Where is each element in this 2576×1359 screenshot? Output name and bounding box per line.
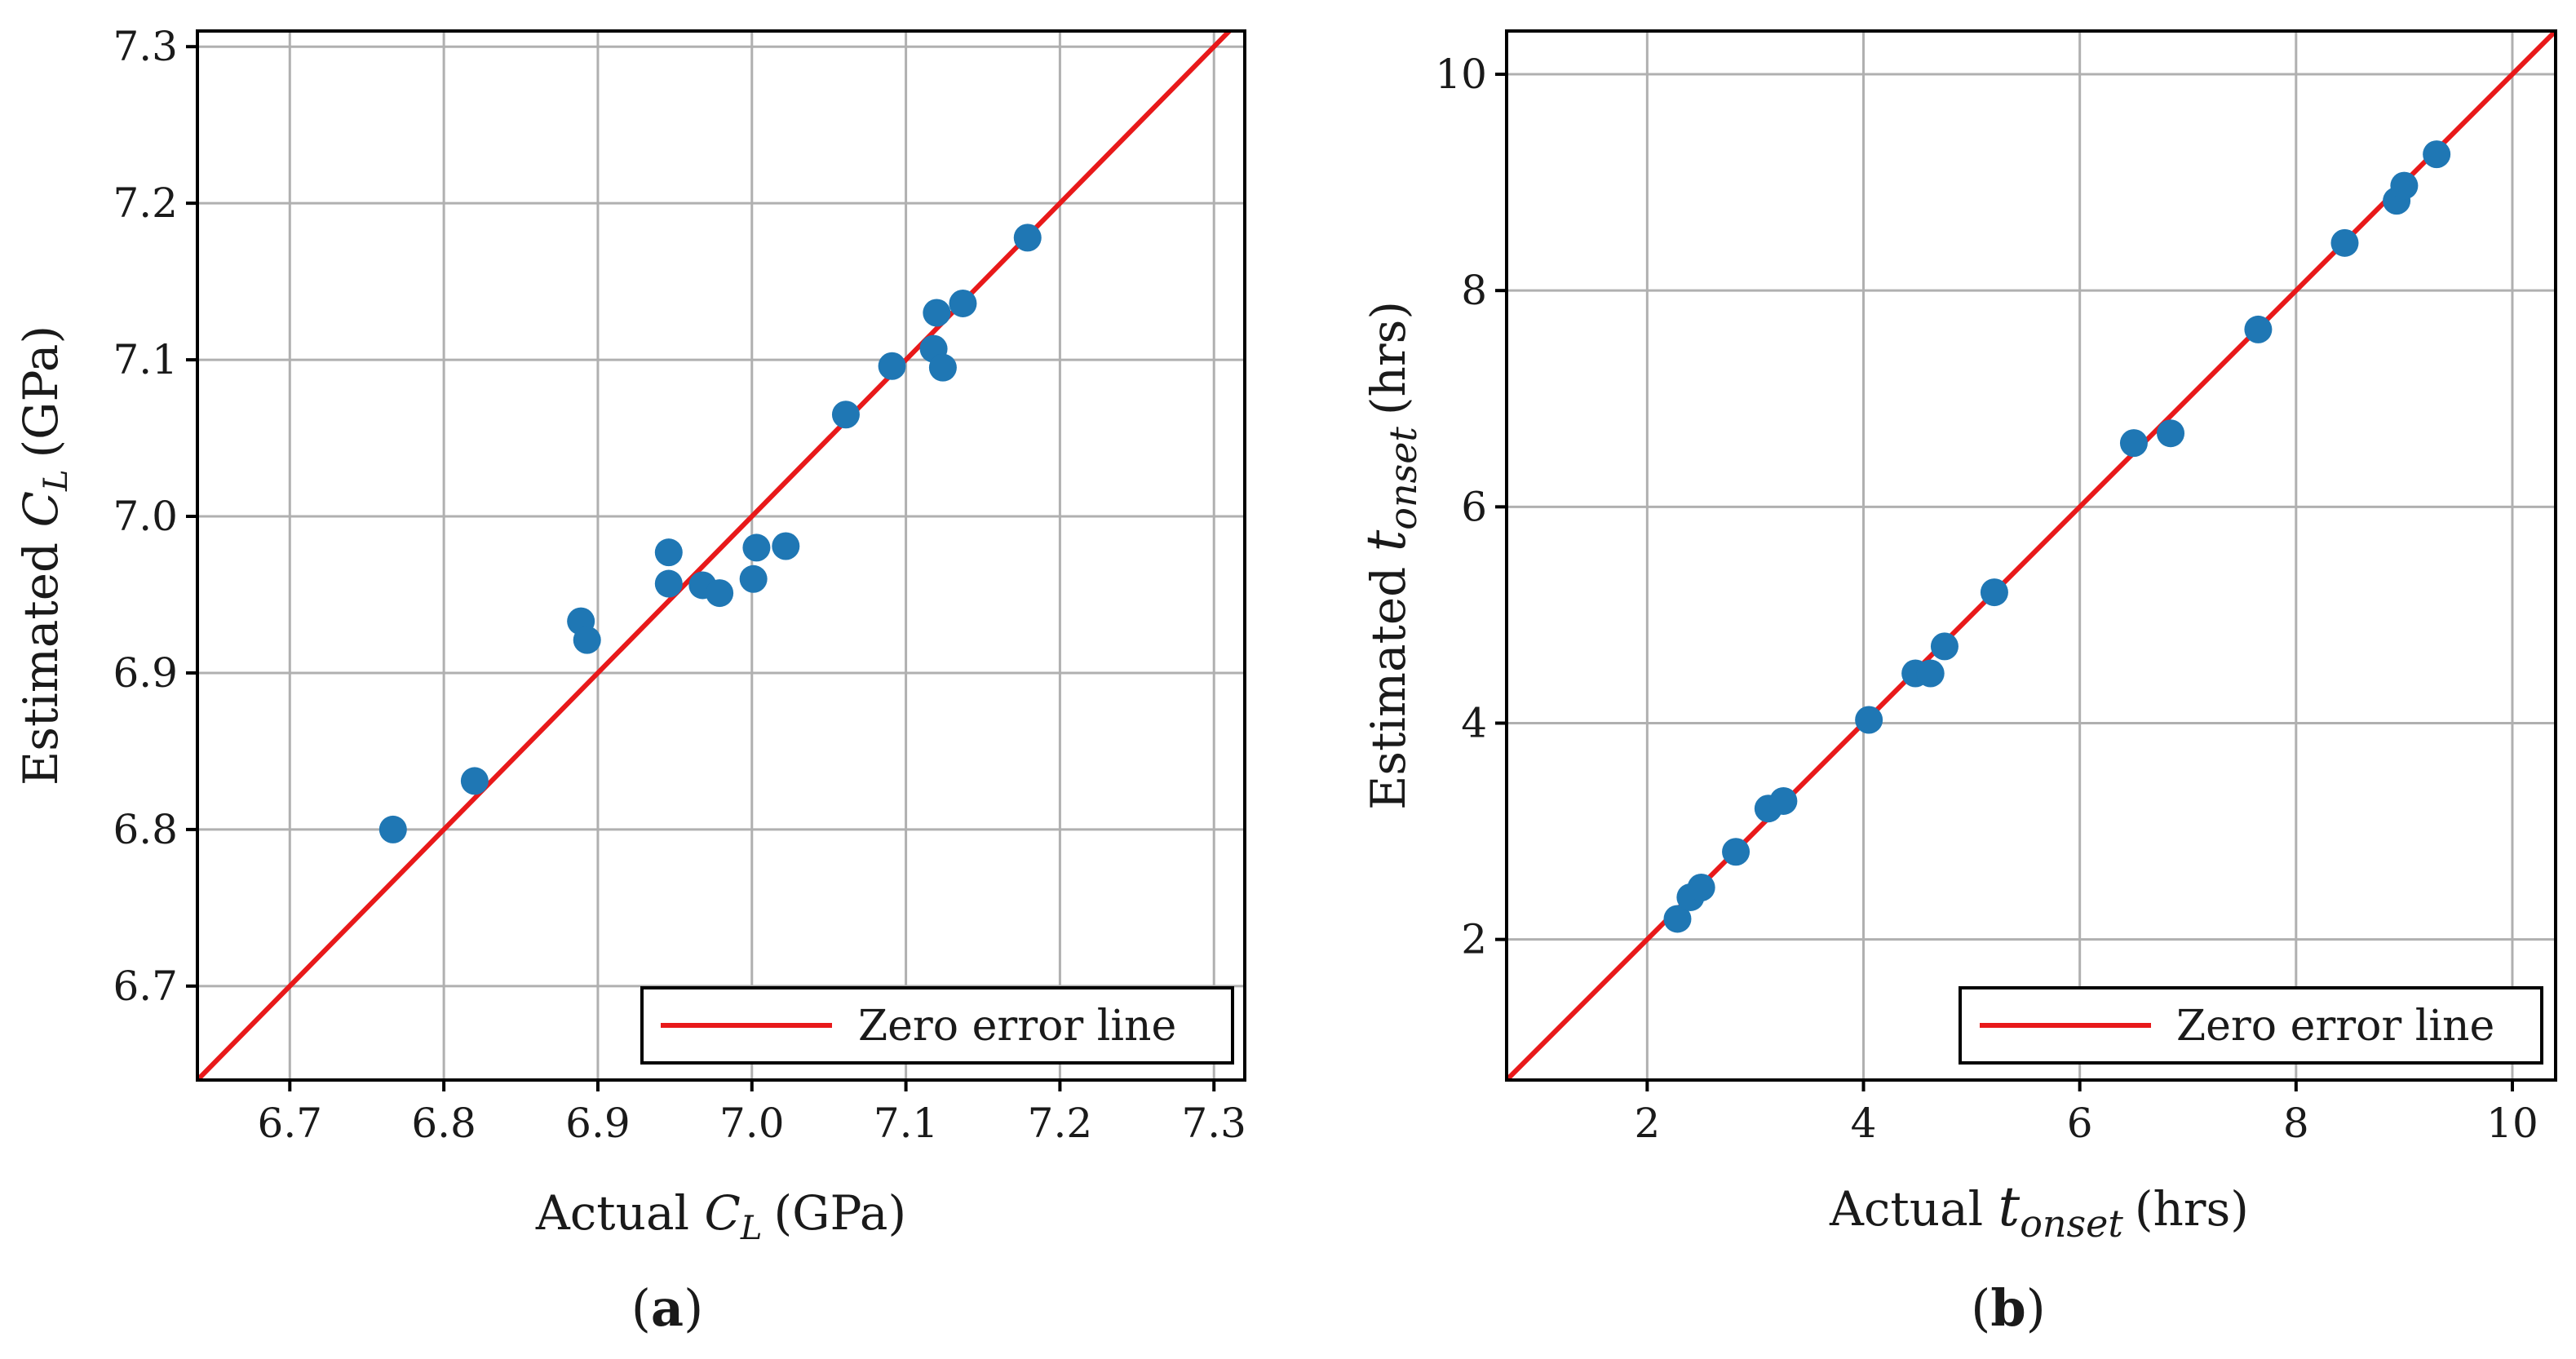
panel-b-data-point: [1916, 659, 1945, 688]
panel-b-data-point: [1722, 838, 1751, 866]
panel-b-y-tick-label: 4: [1461, 699, 1487, 746]
panel-b-x-tick-label: 8: [2283, 1100, 2309, 1147]
panel-b-y-tick-label: 8: [1461, 267, 1487, 314]
panel-b-xlabel-sub: onset: [2020, 1202, 2123, 1246]
panel-a-xlabel: Actual CL (GPa): [535, 1185, 906, 1247]
panel-b-data-point: [1687, 874, 1715, 902]
panel-a-data-point: [1013, 224, 1042, 252]
panel-a-y-tick-label: 7.2: [113, 179, 178, 227]
panel-a-y-tick-label: 6.8: [113, 806, 178, 853]
panel-a-ylabel-var: C: [13, 491, 69, 527]
panel-a-data-point: [742, 533, 771, 562]
panel-a-data-point: [878, 352, 906, 380]
panel-a-x-tick-label: 7.1: [874, 1100, 939, 1147]
panel-a-x-tick-label: 7.2: [1028, 1100, 1093, 1147]
panel-b-data-point: [2423, 140, 2451, 169]
panel-b-data-point: [1663, 905, 1692, 933]
panel-a-xlabel-unit: (GPa): [773, 1185, 906, 1241]
panel-a-label: (a): [631, 1278, 704, 1338]
panel-a-y-tick-label: 7.1: [113, 336, 178, 383]
panel-a-x-tick-label: 7.3: [1181, 1100, 1246, 1147]
panel-b-legend: Zero error line: [1959, 986, 2543, 1065]
panel-a-data-point: [928, 353, 957, 382]
panel-b-xlabel-var: t: [1998, 1175, 2021, 1238]
panel-a-ylabel-sub: L: [38, 469, 75, 492]
panel-a-data-point: [654, 538, 683, 567]
panel-a-ylabel-unit: (GPa): [13, 325, 69, 458]
panel-b-ylabel: Estimated tonset (hrs): [1355, 301, 1425, 810]
panel-a-data-point: [949, 289, 977, 317]
panel-b-frame: [1505, 29, 2557, 1082]
panel-b-points: [1663, 140, 2451, 933]
panel-b-grid: [1507, 31, 2556, 1080]
panel-b-ylabel-unit: (hrs): [1361, 301, 1416, 415]
panel-b-data-point: [1930, 632, 1959, 661]
panel-a-xlabel-var: C: [705, 1185, 741, 1241]
panel-b-ylabel-prefix: Estimated: [1361, 567, 1416, 810]
panel-a-x-tick-label: 6.8: [411, 1100, 476, 1147]
panel-a-points: [378, 224, 1042, 843]
panel-a-xlabel-prefix: Actual: [535, 1185, 689, 1241]
panel-b-data-point: [2119, 429, 2148, 458]
panel-b-data-point: [1980, 578, 2008, 607]
panel-a-data-point: [739, 564, 768, 593]
panel-b-xlabel-unit: (hrs): [2135, 1181, 2249, 1237]
panel-a-y-tick-label: 6.7: [113, 963, 178, 1010]
panel-a-frame: [196, 29, 1246, 1082]
panel-a-data-point: [460, 767, 489, 795]
panel-b-data-point: [1855, 706, 1883, 734]
panel-a: 6.7 6.8 6.9 7.0 7.1 7.2 7.3 6.7 6.8 6.9 7.0 7.1 7.2 7…: [13, 23, 1246, 1338]
panel-b-data-point: [2390, 171, 2419, 200]
panel-b-data-point: [2244, 315, 2273, 343]
panel-b-x-tick-label: 10: [2486, 1100, 2538, 1147]
panel-b-ticks: 2 4 6 8 10 2 4 6 8 10: [1435, 51, 2538, 1147]
panel-a-x-tick-label: 6.7: [258, 1100, 323, 1147]
panel-b-y-tick-label: 2: [1461, 916, 1487, 963]
panel-a-y-tick-label: 7.0: [113, 493, 178, 540]
panel-b-xlabel: Actual tonset (hrs): [1829, 1175, 2249, 1246]
panel-a-ylabel-prefix: Estimated: [13, 542, 69, 786]
panel-a-x-tick-label: 7.0: [719, 1100, 785, 1147]
panel-a-data-point: [706, 579, 734, 608]
panel-a-legend-label: Zero error line: [858, 1002, 1176, 1051]
panel-b-y-tick-label: 6: [1461, 483, 1487, 530]
panel-b-ylabel-var: t: [1355, 529, 1418, 551]
panel-a-data-point: [378, 815, 407, 843]
panel-b-x-tick-label: 2: [1634, 1100, 1660, 1147]
panel-b-y-tick-label: 10: [1435, 51, 1487, 98]
panel-b-letter: b: [1990, 1278, 2025, 1338]
panel-b-plot-area: [1507, 31, 2556, 1080]
panel-a-data-point: [772, 532, 800, 560]
panel-a-data-point: [654, 569, 683, 598]
panel-a-x-tick-label: 6.9: [565, 1100, 631, 1147]
panel-b-ylabel-sub: onset: [1381, 427, 1425, 530]
panel-b-data-point: [1769, 786, 1798, 815]
panel-a-data-point: [573, 626, 601, 654]
panel-b-x-tick-label: 4: [1851, 1100, 1877, 1147]
panel-a-y-tick-label: 7.3: [113, 23, 178, 70]
panel-b-x-tick-label: 6: [2067, 1100, 2093, 1147]
panel-a-letter: a: [651, 1278, 684, 1338]
panel-a-legend: Zero error line: [640, 986, 1234, 1065]
panel-a-ylabel: Estimated CL (GPa): [13, 325, 75, 786]
panel-b-data-point: [2330, 228, 2359, 257]
panel-a-ticks: 6.7 6.8 6.9 7.0 7.1 7.2 7.3 6.7 6.8 6.9 7.0 7.1 7.2 7…: [113, 23, 1246, 1147]
panel-b-data-point: [2157, 419, 2185, 448]
panel-b-xlabel-prefix: Actual: [1829, 1181, 1983, 1237]
panel-b-legend-box: [1959, 986, 2543, 1065]
panel-a-data-point: [923, 299, 951, 327]
panel-b-legend-label: Zero error line: [2176, 1002, 2494, 1051]
panel-a-zero-error-line: [197, 31, 1233, 1080]
panel-b-label: (b): [1971, 1278, 2046, 1338]
panel-a-xlabel-sub: L: [740, 1210, 763, 1247]
panel-a-y-tick-label: 6.9: [113, 649, 178, 697]
panel-a-data-point: [831, 401, 860, 429]
panel-a-plot-area: [197, 31, 1233, 1080]
